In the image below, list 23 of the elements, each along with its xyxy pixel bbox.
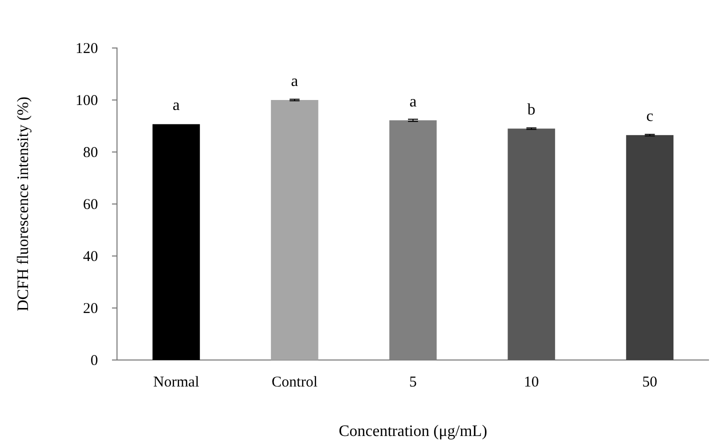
x-axis-title: Concentration (μg/mL)	[338, 423, 488, 440]
y-tick-label: 100	[76, 92, 98, 109]
x-tick-label: 50	[642, 374, 658, 391]
bar	[508, 128, 556, 360]
bar	[626, 135, 674, 360]
annotation: a	[291, 73, 298, 90]
bar	[270, 100, 318, 360]
annotation: b	[527, 102, 536, 119]
y-tick-label: 120	[76, 40, 98, 57]
y-tick-label: 60	[83, 196, 98, 213]
x-tick-label: 10	[524, 374, 539, 391]
annotation: a	[172, 97, 180, 114]
annotation: c	[646, 108, 654, 126]
y-tick-label: 80	[83, 144, 98, 161]
y-tick-label: 20	[83, 300, 98, 317]
y-tick-label: 40	[83, 248, 98, 265]
annotation: a	[409, 93, 417, 110]
y-axis-title: DCFH fluorescence intensity (%)	[15, 96, 32, 312]
bar	[152, 124, 200, 360]
y-tick-label: 0	[90, 352, 98, 369]
x-tick-label: Control	[272, 374, 318, 391]
x-tick-label: 5	[409, 374, 417, 391]
x-tick-label: Normal	[153, 374, 200, 391]
